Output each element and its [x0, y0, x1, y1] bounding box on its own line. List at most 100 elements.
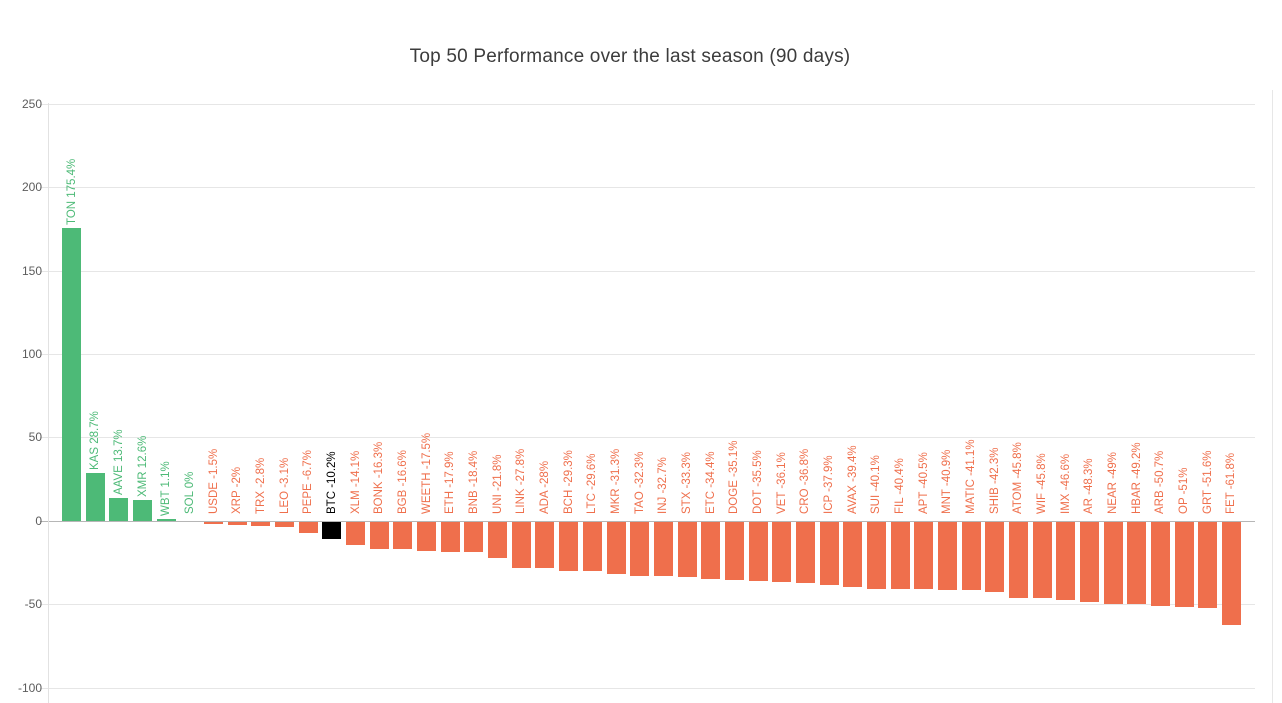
- bar-label-dot: DOT -35.5%: [752, 450, 764, 515]
- bar-shib[interactable]: [985, 521, 1005, 593]
- bar-label-grt: GRT -51.6%: [1201, 450, 1214, 515]
- bar-label-apt: APT -40.5%: [917, 452, 930, 515]
- bar-label-trx: TRX -2.8%: [254, 458, 267, 515]
- bar-label-matic: MATIC -41.1%: [965, 439, 977, 515]
- bar-cro[interactable]: [795, 521, 815, 584]
- bar-etc[interactable]: [701, 521, 721, 580]
- bar-kas[interactable]: [85, 472, 105, 521]
- bar-doge[interactable]: [724, 521, 744, 581]
- bar-fet[interactable]: [1221, 521, 1241, 625]
- bar-trx[interactable]: [251, 521, 271, 527]
- bar-wif[interactable]: [1032, 521, 1052, 599]
- bar-label-ltc: LTC -29.6%: [586, 453, 599, 515]
- y-axis-tick-label: 50: [28, 430, 42, 444]
- bar-grt[interactable]: [1198, 521, 1218, 608]
- bar-vet[interactable]: [772, 521, 792, 582]
- bar-label-kas: KAS 28.7%: [89, 411, 102, 470]
- bar-label-op: OP -51%: [1178, 467, 1191, 515]
- bar-bnb[interactable]: [464, 521, 484, 553]
- bar-sui[interactable]: [866, 521, 886, 589]
- bar-leo[interactable]: [275, 521, 294, 527]
- bar-label-mnt: MNT -40.9%: [941, 449, 954, 515]
- bar-label-sui: SUI -40.1%: [870, 455, 883, 515]
- bar-avax[interactable]: [843, 521, 863, 588]
- bar-inj[interactable]: [653, 521, 673, 577]
- bar-label-link: LINK -27.8%: [515, 449, 528, 515]
- bar-btc[interactable]: [322, 521, 342, 539]
- bar-label-ar: AR -48.3%: [1083, 458, 1096, 515]
- bar-aave[interactable]: [109, 497, 129, 521]
- bar-label-icp: ICP -37.9%: [823, 455, 835, 515]
- bar-label-tao: TAO -32.3%: [633, 451, 646, 515]
- bar-label-bnb: BNB -18.4%: [467, 451, 480, 515]
- zero-gridline: [40, 521, 1255, 522]
- chart-title: Top 50 Performance over the last season …: [409, 46, 851, 67]
- bar-mnt[interactable]: [937, 521, 957, 590]
- bar-bonk[interactable]: [369, 521, 389, 549]
- bar-hbar[interactable]: [1127, 521, 1147, 604]
- bar-wbt[interactable]: [156, 519, 176, 521]
- bar-eth[interactable]: [440, 521, 460, 552]
- bar-label-hbar: HBAR -49.2%: [1130, 442, 1143, 515]
- bar-apt[interactable]: [914, 521, 934, 590]
- bar-weeth[interactable]: [417, 521, 437, 551]
- bar-label-pepe: PEPE -6.7%: [302, 450, 315, 515]
- y-axis-tick-label: -50: [24, 597, 42, 611]
- bar-arb[interactable]: [1150, 521, 1170, 607]
- bar-label-usde: USDE -1.5%: [207, 449, 220, 515]
- bar-xrp[interactable]: [227, 521, 247, 526]
- bar-label-xlm: XLM -14.1%: [349, 451, 362, 515]
- bar-label-fil: FIL -40.4%: [894, 458, 906, 515]
- bar-label-atom: ATOM -45.8%: [1012, 442, 1025, 515]
- bar-label-shib: SHIB -42.3%: [988, 447, 1001, 515]
- bar-label-fet: FET -61.8%: [1225, 453, 1238, 515]
- bar-label-bgb: BGB -16.6%: [396, 450, 409, 515]
- bar-usde[interactable]: [204, 521, 223, 525]
- bar-op[interactable]: [1174, 521, 1194, 607]
- bar-mkr[interactable]: [606, 521, 626, 574]
- bar-label-btc: BTC -10.2%: [325, 451, 338, 515]
- bar-imx[interactable]: [1056, 521, 1076, 600]
- bar-label-weeth: WEETH -17.5%: [420, 433, 433, 515]
- bar-near[interactable]: [1103, 521, 1123, 604]
- bar-label-cro: CRO -36.8%: [799, 449, 812, 515]
- y-axis-tick-label: 0: [35, 514, 42, 528]
- bar-label-wif: WIF -45.8%: [1036, 453, 1049, 515]
- bar-stx[interactable]: [677, 521, 697, 578]
- y-axis-tick-label: 100: [21, 347, 42, 361]
- bar-label-leo: LEO -3.1%: [278, 458, 291, 515]
- bar-icp[interactable]: [819, 521, 839, 585]
- bar-label-doge: DOGE -35.1%: [728, 440, 741, 515]
- bar-label-inj: INJ -32.7%: [657, 457, 670, 515]
- bar-label-bch: BCH -29.3%: [562, 450, 575, 515]
- bar-label-imx: IMX -46.6%: [1059, 454, 1072, 515]
- bar-tao[interactable]: [630, 521, 650, 576]
- bar-label-mkr: MKR -31.3%: [610, 449, 622, 515]
- bar-dot[interactable]: [748, 521, 768, 581]
- bar-label-uni: UNI -21.8%: [491, 454, 504, 515]
- y-axis-tick-label: 200: [21, 180, 42, 194]
- gridline: [40, 354, 1255, 355]
- bar-label-wbt: WBT 1.1%: [160, 461, 173, 516]
- bar-label-eth: ETH -17.9%: [444, 451, 457, 515]
- bar-pepe[interactable]: [298, 521, 318, 533]
- bar-ar[interactable]: [1079, 521, 1099, 603]
- bar-xlm[interactable]: [346, 521, 366, 546]
- bar-label-ton: TON 175.4%: [65, 158, 78, 226]
- bar-link[interactable]: [511, 521, 531, 569]
- bar-bch[interactable]: [559, 521, 579, 571]
- bar-ada[interactable]: [535, 521, 555, 569]
- bar-label-ada: ADA -28%: [538, 461, 551, 515]
- bar-atom[interactable]: [1008, 521, 1028, 599]
- bar-bgb[interactable]: [393, 521, 413, 550]
- bar-ton[interactable]: [62, 228, 81, 521]
- bar-xmr[interactable]: [133, 499, 152, 521]
- bar-ltc[interactable]: [582, 521, 602, 572]
- bar-matic[interactable]: [961, 521, 981, 591]
- y-axis-line: [48, 103, 49, 703]
- gridline: [40, 104, 1255, 105]
- bar-uni[interactable]: [488, 521, 508, 559]
- bar-fil[interactable]: [890, 521, 910, 590]
